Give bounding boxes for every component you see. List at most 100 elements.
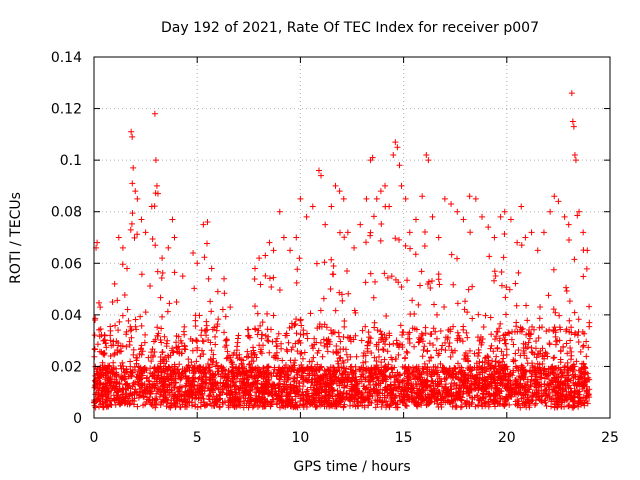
data-point: [250, 402, 257, 409]
data-point: [545, 371, 552, 378]
data-point: [303, 388, 310, 395]
data-point: [437, 328, 444, 335]
data-point: [507, 216, 514, 223]
data-point: [512, 350, 519, 357]
data-point: [491, 234, 498, 241]
data-point: [526, 386, 533, 393]
data-point: [248, 374, 255, 381]
data-point: [160, 378, 167, 385]
data-point: [224, 348, 231, 355]
data-point: [453, 402, 460, 409]
data-point: [358, 337, 365, 344]
data-point: [490, 348, 497, 355]
data-point: [575, 401, 582, 408]
data-point: [466, 347, 473, 354]
data-point: [158, 274, 165, 281]
data-point: [371, 387, 378, 394]
data-point: [165, 244, 172, 251]
data-point: [503, 385, 510, 392]
data-point: [332, 182, 339, 189]
data-point: [557, 326, 564, 333]
data-point: [401, 364, 408, 371]
data-point: [337, 401, 344, 408]
data-point: [387, 374, 394, 381]
data-point: [557, 379, 564, 386]
data-point: [262, 367, 269, 374]
data-point: [576, 378, 583, 385]
data-point: [242, 395, 249, 402]
data-point: [562, 395, 569, 402]
data-point: [405, 374, 412, 381]
data-point: [292, 393, 299, 400]
data-point: [171, 384, 178, 391]
data-point: [265, 384, 272, 391]
data-point: [552, 309, 559, 316]
data-point: [352, 368, 359, 375]
data-point: [194, 381, 201, 388]
data-point: [130, 164, 137, 171]
data-point: [500, 254, 507, 261]
data-point: [491, 376, 498, 383]
data-point: [107, 352, 114, 359]
data-point: [306, 358, 313, 365]
data-point: [446, 399, 453, 406]
data-point: [554, 371, 561, 378]
data-point: [185, 393, 192, 400]
data-point: [138, 345, 145, 352]
data-point: [223, 355, 230, 362]
data-point: [575, 339, 582, 346]
data-point: [450, 281, 457, 288]
data-point: [565, 402, 572, 409]
data-point: [263, 399, 270, 406]
data-point: [130, 401, 137, 408]
data-point: [485, 390, 492, 397]
data-point: [304, 400, 311, 407]
data-point: [504, 366, 511, 373]
data-point: [534, 247, 541, 254]
data-point: [381, 356, 388, 363]
data-point: [208, 347, 215, 354]
data-point: [447, 326, 454, 333]
data-point: [232, 394, 239, 401]
data-point: [312, 391, 319, 398]
data-point: [472, 195, 479, 202]
data-point: [358, 373, 365, 380]
data-point: [450, 391, 457, 398]
data-point: [378, 370, 385, 377]
data-point: [457, 336, 464, 343]
data-point: [474, 352, 481, 359]
data-point: [583, 338, 590, 345]
data-point: [401, 377, 408, 384]
data-point: [461, 382, 468, 389]
data-point: [144, 383, 151, 390]
data-point: [205, 393, 212, 400]
data-point: [565, 221, 572, 228]
y-tick-label: 0.08: [51, 205, 82, 221]
data-point: [290, 359, 297, 366]
data-point: [426, 398, 433, 405]
y-tick-label: 0.1: [60, 153, 82, 169]
data-point: [418, 268, 425, 275]
data-point: [464, 309, 471, 316]
data-point: [478, 339, 485, 346]
data-point: [95, 403, 102, 410]
data-point: [283, 332, 290, 339]
data-point: [448, 251, 455, 258]
data-point: [308, 392, 315, 399]
data-point: [389, 399, 396, 406]
data-point: [210, 355, 217, 362]
data-point: [305, 366, 312, 373]
data-point: [449, 368, 456, 375]
data-point: [279, 357, 286, 364]
data-point: [506, 286, 513, 293]
data-point: [486, 253, 493, 260]
data-point: [183, 382, 190, 389]
data-point: [447, 383, 454, 390]
data-point: [370, 294, 377, 301]
data-point: [257, 348, 264, 355]
data-point: [319, 394, 326, 401]
data-point: [104, 402, 111, 409]
data-point: [402, 242, 409, 249]
data-point: [396, 162, 403, 169]
data-point: [262, 403, 269, 410]
